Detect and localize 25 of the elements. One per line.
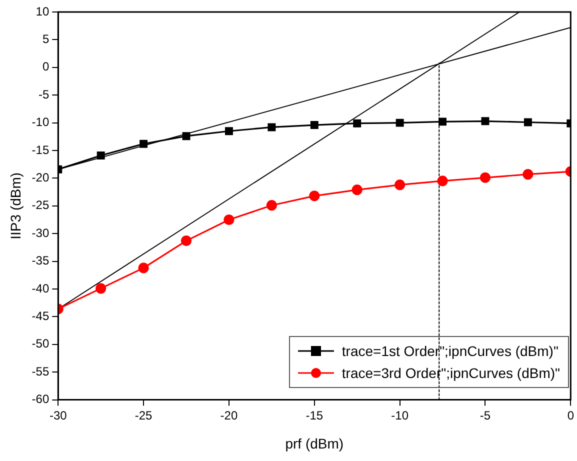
legend-label: trace=3rd Order";ipnCurves (dBm)" [342,364,560,383]
y-tick-label: -35 [32,254,50,268]
y-tick-label: -30 [32,226,50,240]
y-tick-label: -20 [32,170,50,185]
y-axis-title: IIP3 (dBm) [7,172,24,240]
legend-label: trace=1st Order";ipnCurves (dBm)" [342,342,558,361]
y-tick-label: -25 [32,198,50,212]
y-tick-label: 10 [36,4,50,18]
y-tick-label: -45 [32,309,50,324]
x-tick-label: -10 [391,408,409,422]
x-tick-label: -15 [306,408,324,422]
x-tick-label: -20 [220,408,238,422]
y-tick-label: 0 [42,60,50,74]
y-tick-label: -55 [32,364,50,378]
y-tick-label: -10 [32,115,50,130]
y-tick-label: -60 [32,392,50,406]
y-tick-label: -15 [32,142,50,157]
x-tick-label: -5 [480,408,491,422]
y-tick-label: -50 [32,336,50,351]
x-tick-label: -25 [134,408,153,422]
y-tick-label: -5 [38,87,50,102]
x-tick-label: 0 [567,408,574,422]
x-axis-title: prf (dBm) [285,435,344,452]
y-tick-label: 5 [42,32,50,46]
y-tick-label: -40 [32,281,50,296]
